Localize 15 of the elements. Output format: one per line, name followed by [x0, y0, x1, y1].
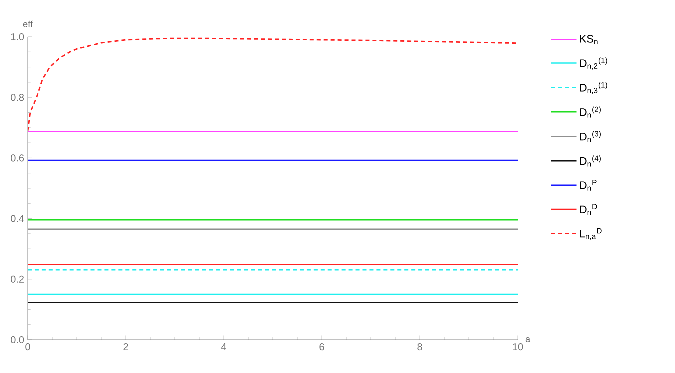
x-tick-label: 4 [221, 344, 226, 350]
y-tick-label: 0.2 [11, 276, 24, 283]
x-tick-label: 6 [320, 344, 324, 351]
y-tick-label: 0.0 [11, 336, 24, 344]
x-tick-label: 0 [26, 344, 30, 351]
y-axis-title: eff [23, 20, 33, 28]
x-tick-label: 2 [124, 344, 128, 350]
y-tick-label: 0.6 [11, 154, 24, 162]
x-tick-label: 8 [418, 344, 422, 351]
x-axis-title: a [526, 338, 531, 342]
y-tick-label: 0.8 [11, 94, 24, 102]
legend-label: KS$_{n}$ [580, 35, 598, 44]
x-tick-label: 10 [513, 344, 524, 351]
y-tick-label: 1.0 [11, 33, 24, 41]
y-tick-label: 0.4 [11, 215, 24, 222]
